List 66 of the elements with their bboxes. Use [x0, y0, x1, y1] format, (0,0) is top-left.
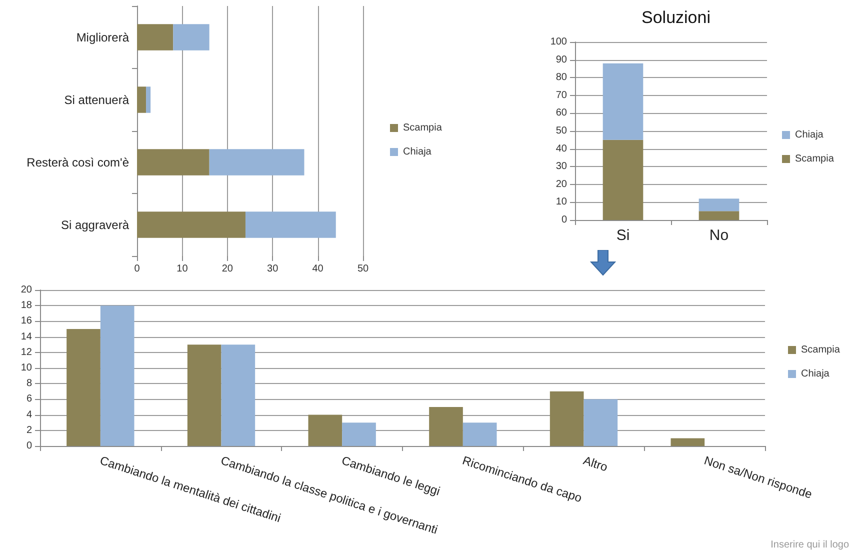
legend-label: Scampia — [801, 344, 840, 356]
y-tick-label: 6 — [26, 394, 32, 405]
bar — [137, 86, 146, 113]
x-tick-label: 40 — [312, 264, 324, 274]
y-tick-label: 40 — [556, 143, 568, 154]
bar — [100, 306, 134, 446]
text: Inserire qui il logo — [770, 540, 850, 550]
bar — [221, 344, 256, 446]
y-tick-label: 70 — [556, 90, 568, 101]
y-tick-label: 0 — [26, 440, 32, 452]
bar — [173, 24, 210, 50]
y-tick-label: 90 — [556, 54, 568, 66]
bar — [670, 438, 705, 446]
legend-label: Chiaja — [801, 368, 830, 380]
bar — [146, 86, 151, 113]
x-tick-label: 10 — [176, 264, 188, 274]
y-tick-label: 2 — [26, 424, 32, 436]
bar — [245, 212, 336, 238]
y-tick-label: 16 — [20, 316, 32, 327]
y-tick-label: Si aggraverà — [60, 218, 130, 232]
y-tick-label: 80 — [556, 72, 568, 84]
y-tick-label: 0 — [561, 214, 568, 226]
y-tick-label: 4 — [26, 409, 32, 420]
bar — [137, 24, 174, 50]
y-tick-label: 20 — [20, 284, 32, 296]
bar — [429, 407, 463, 446]
legend-label: Scampia — [795, 154, 834, 164]
x-tick-label: 30 — [267, 264, 279, 274]
y-tick-label: Resterà così com'è — [26, 155, 130, 170]
legend-label: Scampia — [403, 122, 442, 134]
bar — [187, 344, 222, 446]
bar — [342, 422, 376, 446]
bar — [602, 140, 644, 220]
y-tick-label: 10 — [556, 196, 568, 208]
y-tick-label: 30 — [556, 161, 568, 172]
bar — [584, 399, 618, 446]
y-tick-label: 12 — [20, 346, 32, 358]
chart-title: Soluzioni — [642, 8, 710, 27]
bar — [462, 422, 497, 446]
bar — [66, 329, 100, 446]
x-tick-label: 20 — [222, 264, 234, 274]
x-tick-label: 50 — [357, 264, 369, 274]
y-tick-label: 50 — [556, 126, 568, 136]
x-tick-label: Si — [616, 227, 630, 244]
y-tick-label: 60 — [556, 108, 568, 119]
bar — [137, 212, 246, 238]
bar — [137, 149, 210, 176]
x-tick-label: Altro — [582, 453, 610, 474]
y-tick-label: 8 — [26, 378, 32, 390]
y-tick-label: Si attenuerà — [64, 92, 130, 107]
x-tick-label: No — [709, 227, 729, 244]
bar — [698, 211, 740, 220]
y-tick-label: Migliorerà — [76, 30, 130, 44]
bar — [209, 149, 304, 176]
y-tick-label: 20 — [556, 178, 568, 190]
bar — [698, 198, 740, 212]
legend-label: Chiaja — [403, 146, 432, 158]
bar — [550, 391, 584, 446]
x-tick-label: 0 — [134, 264, 140, 274]
y-tick-label: 100 — [550, 36, 568, 48]
y-tick-label: 18 — [20, 300, 32, 312]
legend-label: Chiaja — [795, 130, 824, 140]
bar — [602, 63, 644, 140]
bar — [308, 414, 342, 446]
y-tick-label: 10 — [20, 362, 32, 374]
y-tick-label: 14 — [20, 331, 32, 342]
